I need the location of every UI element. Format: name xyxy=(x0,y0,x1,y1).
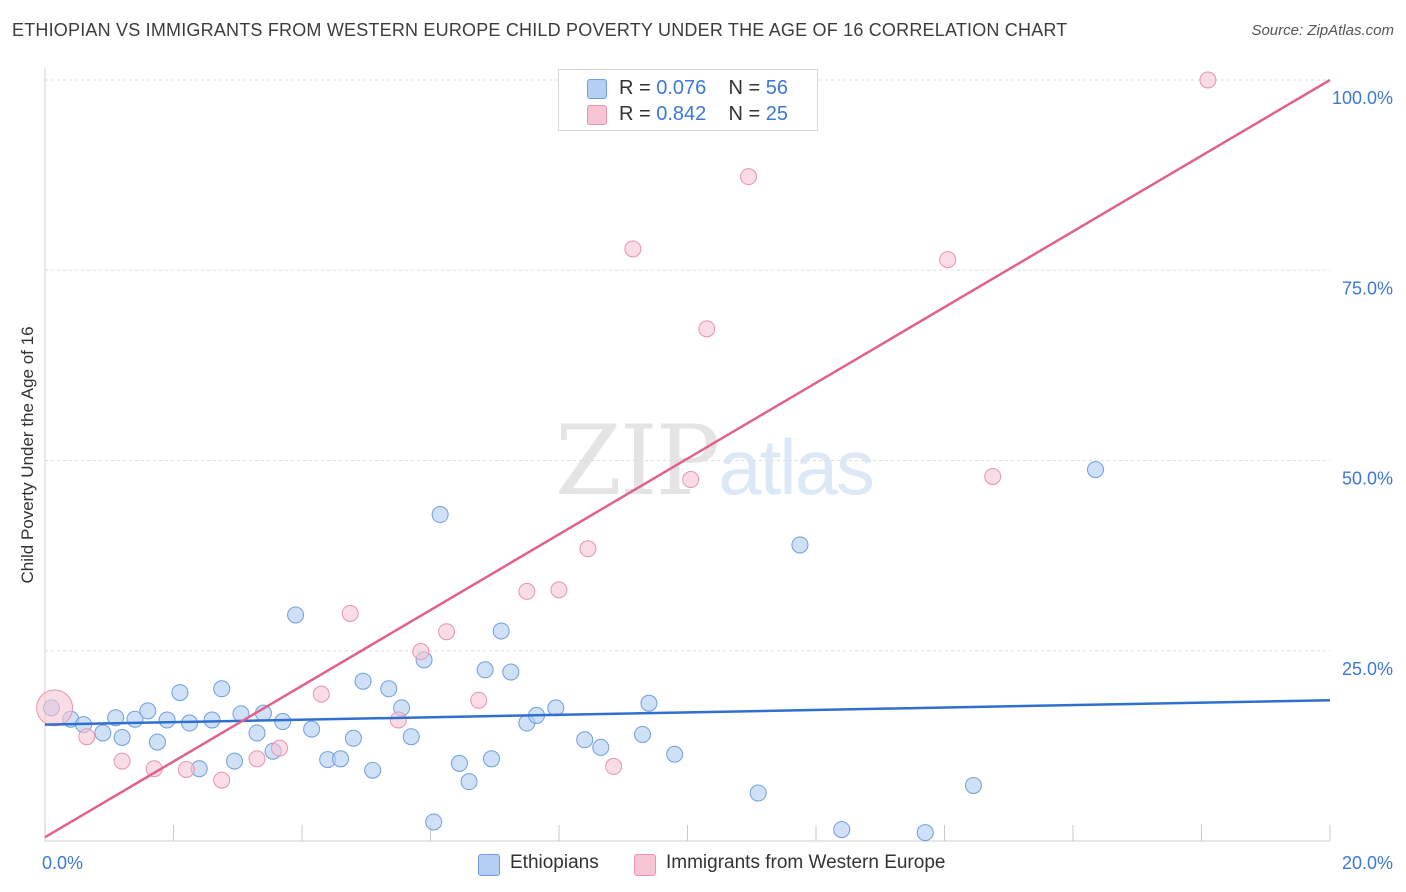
immigrants-trend-line xyxy=(44,78,1331,839)
legend-swatch-pink xyxy=(634,854,656,876)
immigrants-point xyxy=(682,471,700,489)
immigrants-point xyxy=(740,168,758,186)
chart-title: ETHIOPIAN VS IMMIGRANTS FROM WESTERN EUR… xyxy=(12,20,1068,40)
ethiopians-point xyxy=(964,776,982,794)
ethiopians-point xyxy=(113,729,131,747)
ethiopians-point xyxy=(431,506,449,524)
ethiopians-point xyxy=(1086,461,1104,479)
n-value: 56 xyxy=(765,77,789,99)
legend-label: Ethiopians xyxy=(510,852,599,873)
immigrants-point xyxy=(579,540,597,558)
ethiopians-point xyxy=(502,663,520,681)
ethiopians-point xyxy=(916,824,934,842)
r-label: R = xyxy=(619,103,657,125)
series-legend: Ethiopians Immigrants from Western Europ… xyxy=(0,852,1406,876)
ethiopians-point xyxy=(332,750,350,768)
immigrants-point xyxy=(113,752,131,770)
immigrants-point xyxy=(389,711,407,729)
ethiopians-point xyxy=(171,684,189,702)
immigrants-point xyxy=(438,623,456,641)
ethiopians-point xyxy=(107,709,125,727)
trend-lines xyxy=(44,78,1331,839)
immigrants-point xyxy=(984,467,1002,485)
ethiopians-point xyxy=(148,733,166,751)
legend-swatch-blue xyxy=(478,854,500,876)
ethiopians-point xyxy=(492,622,510,640)
ethiopians-point xyxy=(380,680,398,698)
ethiopians-point xyxy=(213,680,231,698)
r-value: 0.842 xyxy=(656,103,707,125)
ethiopians-point xyxy=(640,694,658,712)
ethiopians-point xyxy=(576,731,594,749)
ethiopians-point xyxy=(450,754,468,772)
ethiopians-point xyxy=(833,821,851,839)
ethiopians-point xyxy=(248,724,266,742)
correlation-legend: R = 0.076 N = 56 R = 0.842 N = 25 xyxy=(558,69,818,131)
ethiopians-point xyxy=(425,813,443,831)
r-value: 0.076 xyxy=(656,77,707,99)
immigrants-point xyxy=(312,685,330,703)
r-label: R = xyxy=(619,77,657,99)
immigrants-point xyxy=(698,320,716,338)
immigrants-point xyxy=(470,691,488,709)
ethiopians-point xyxy=(483,750,501,768)
ethiopians-trend-line xyxy=(44,698,1331,726)
ethiopians-point xyxy=(476,661,494,679)
x-tick-label: 20.0% xyxy=(1342,853,1393,873)
immigrants-point xyxy=(624,240,642,258)
ethiopians-point xyxy=(354,672,372,690)
ethiopians-point xyxy=(139,702,157,720)
ethiopians-point xyxy=(274,713,292,731)
watermark-atlas: atlas xyxy=(718,423,875,511)
immigrants-point xyxy=(412,643,430,661)
x-tick-label: 0.0% xyxy=(42,853,83,873)
ethiopians-point xyxy=(460,773,478,791)
y-tick-label: 100.0% xyxy=(1332,88,1393,108)
immigrants-point xyxy=(1199,71,1217,89)
y-tick-label: 50.0% xyxy=(1342,469,1393,489)
immigrants-point xyxy=(248,750,266,768)
ethiopians-point xyxy=(666,745,684,763)
ethiopians-point xyxy=(749,784,767,802)
ethiopians-point xyxy=(203,711,221,729)
ethiopians-point xyxy=(547,699,565,717)
y-tick-label: 25.0% xyxy=(1342,659,1393,679)
ethiopians-point xyxy=(791,536,809,554)
tick-labels: 25.0% 50.0% 75.0% 100.0% 0.0% 20.0% xyxy=(42,88,1393,873)
ethiopians-point xyxy=(287,606,305,624)
immigrants-point xyxy=(550,581,568,599)
ethiopians-point xyxy=(303,720,321,738)
immigrants-point xyxy=(341,604,359,622)
ethiopians-point xyxy=(344,729,362,747)
immigrants-point xyxy=(36,689,74,727)
immigrants-point xyxy=(213,771,231,789)
immigrants-point xyxy=(78,728,96,746)
ethiopians-point xyxy=(402,728,420,746)
ethiopians-point xyxy=(634,725,652,743)
watermark-zip: ZIP xyxy=(555,405,720,517)
ethiopians-point xyxy=(226,752,244,770)
grid-lines xyxy=(45,79,1330,652)
legend-swatch-pink xyxy=(587,105,607,125)
watermark: ZIPatlas xyxy=(555,405,875,517)
legend-label: Immigrants from Western Europe xyxy=(666,852,946,873)
source-label: Source: ZipAtlas.com xyxy=(1251,22,1394,39)
n-label: N = xyxy=(728,103,766,125)
immigrants-point xyxy=(518,582,536,600)
ethiopians-point xyxy=(592,738,610,756)
immigrants-point xyxy=(177,760,195,778)
immigrants-point xyxy=(605,757,623,775)
ethiopians-point xyxy=(364,761,382,779)
immigrants-points xyxy=(36,71,1217,789)
n-value: 25 xyxy=(765,103,789,125)
ethiopians-point xyxy=(158,711,176,729)
immigrants-point xyxy=(939,251,957,269)
y-tick-label: 75.0% xyxy=(1342,278,1393,298)
immigrants-point xyxy=(271,739,289,757)
legend-swatch-blue xyxy=(587,79,607,99)
ethiopians-point xyxy=(94,724,112,742)
n-label: N = xyxy=(728,77,766,99)
